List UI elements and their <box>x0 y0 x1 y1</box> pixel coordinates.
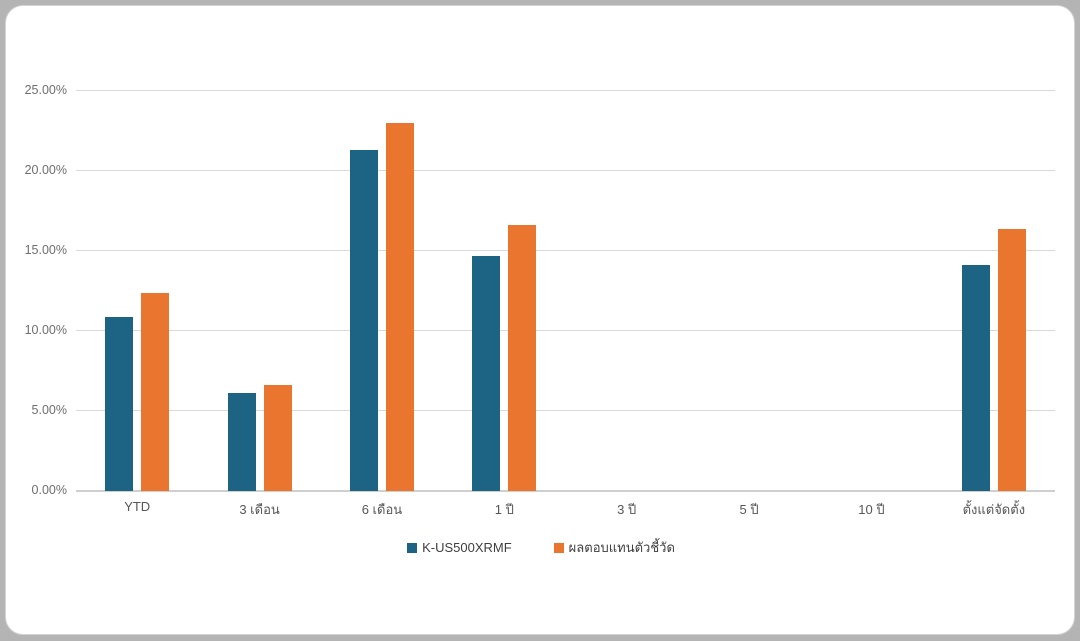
bar-series1-fund <box>350 150 378 491</box>
y-axis-tick-label: 5.00% <box>1 402 67 418</box>
gridline <box>76 250 1055 251</box>
bar-series1-fund <box>228 393 256 491</box>
bar-series2-benchmark <box>508 225 536 491</box>
y-axis-tick-label: 0.00% <box>1 482 67 498</box>
y-axis-tick-label: 25.00% <box>1 82 67 98</box>
y-axis-tick-label: 15.00% <box>1 242 67 258</box>
legend-item-benchmark: ผลตอบแทนตัวชี้วัด <box>554 537 675 558</box>
y-axis-tick-label: 20.00% <box>1 162 67 178</box>
bar-series2-benchmark <box>141 293 169 491</box>
x-axis-baseline <box>76 490 1055 492</box>
y-axis-tick-label: 10.00% <box>1 322 67 338</box>
category-label: 6 เดือน <box>320 499 444 520</box>
bar-series2-benchmark <box>998 229 1026 491</box>
legend-swatch-icon <box>554 543 564 553</box>
legend-label: ผลตอบแทนตัวชี้วัด <box>569 537 675 558</box>
category-label: ตั้งแต่จัดตั้ง <box>932 499 1056 520</box>
gridline <box>76 170 1055 171</box>
legend-swatch-icon <box>407 543 417 553</box>
legend-item-fund: K-US500XRMF <box>407 540 512 555</box>
bar-series1-fund <box>105 317 133 491</box>
category-label: YTD <box>75 499 199 514</box>
bar-series1-fund <box>472 256 500 491</box>
category-label: 10 ปี <box>809 499 933 520</box>
legend-label: K-US500XRMF <box>422 540 512 555</box>
category-label: 5 ปี <box>687 499 811 520</box>
gridline <box>76 330 1055 331</box>
category-label: 3 ปี <box>565 499 689 520</box>
gridline <box>76 90 1055 91</box>
category-label: 3 เดือน <box>198 499 322 520</box>
category-label: 1 ปี <box>442 499 566 520</box>
gridline <box>76 410 1055 411</box>
legend: K-US500XRMF ผลตอบแทนตัวชี้วัด <box>1 537 1080 558</box>
bar-series2-benchmark <box>264 385 292 491</box>
bar-series2-benchmark <box>386 123 414 491</box>
bar-series1-fund <box>962 265 990 491</box>
